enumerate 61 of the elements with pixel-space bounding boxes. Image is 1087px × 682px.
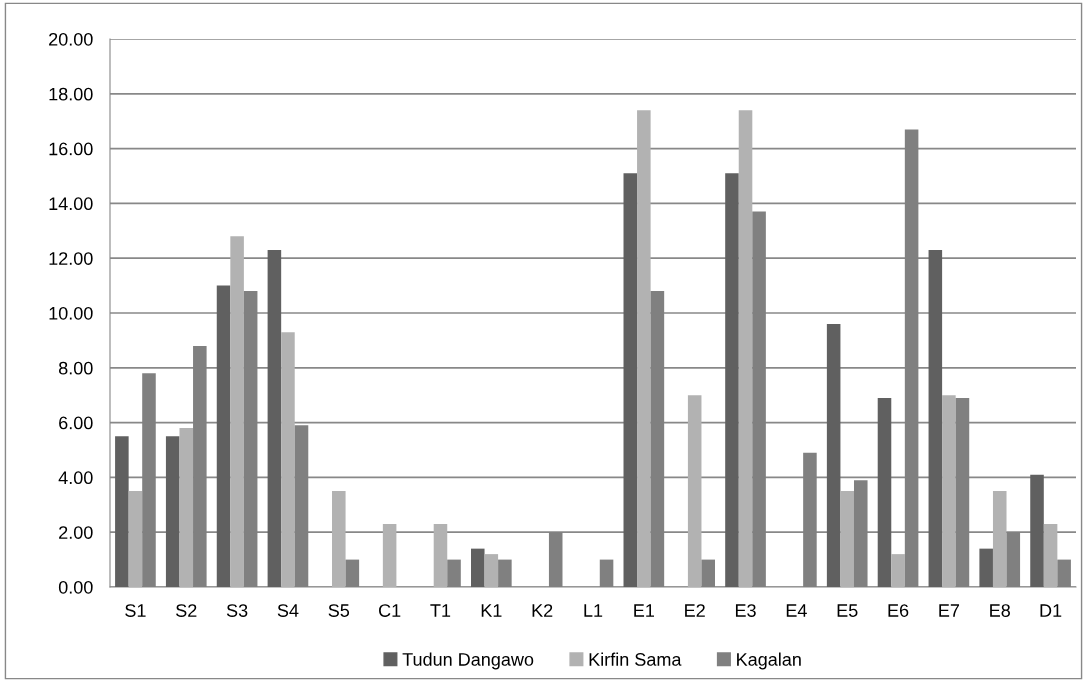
bar [115, 436, 129, 587]
y-tick-label: 8.00 [58, 361, 93, 375]
x-tick-label: E8 [990, 604, 1010, 617]
x-tick-label: S5 [328, 604, 350, 617]
bar [470, 548, 485, 587]
x-tick-label: S1 [125, 604, 146, 617]
bar [382, 523, 397, 587]
bar [216, 285, 231, 587]
bar [891, 554, 905, 587]
x-tick-label: S3 [226, 604, 248, 617]
y-tick-label: 10.00 [49, 306, 93, 320]
x-tick-label: C1 [379, 604, 401, 617]
x-tick-label: E6 [888, 604, 909, 617]
legend-label: Kirfin Sama [589, 652, 682, 666]
bar [877, 397, 892, 587]
y-tick-label: 0.00 [58, 580, 93, 594]
bar [179, 428, 194, 587]
x-tick-label: D1 [1040, 604, 1062, 617]
bar [484, 554, 499, 587]
bar [1043, 523, 1058, 587]
x-tick-label: E7 [939, 604, 960, 617]
x-tick-label: K2 [532, 604, 553, 617]
bar [230, 236, 244, 587]
x-tick-label: S2 [176, 604, 197, 617]
bar [267, 249, 282, 587]
bar [1030, 474, 1044, 587]
bar [128, 491, 143, 587]
y-tick-label: 6.00 [59, 416, 93, 430]
legend-label: Tudun Dangawo [402, 652, 534, 670]
bar [979, 548, 993, 587]
legend-label: Kagalan [737, 652, 801, 670]
bar [332, 491, 346, 587]
y-tick-label: 4.00 [58, 471, 93, 485]
x-tick-label: S4 [277, 604, 299, 617]
x-tick-label: E5 [837, 604, 858, 617]
x-tick-label: K1 [481, 604, 502, 617]
bar [738, 110, 753, 587]
y-tick-label: 18.00 [49, 87, 93, 101]
bar [840, 491, 854, 587]
y-tick-label: 12.00 [49, 252, 93, 265]
bar [623, 173, 638, 587]
x-tick-label: L1 [584, 604, 603, 617]
bar [928, 249, 943, 587]
x-tick-label: E1 [634, 604, 654, 617]
bar [433, 523, 448, 587]
bar [687, 395, 702, 587]
y-tick-label: 2.00 [59, 526, 93, 539]
y-tick-label: 16.00 [49, 142, 93, 156]
y-tick-label: 20.00 [49, 32, 93, 46]
x-tick-label: E4 [786, 604, 807, 617]
bar [165, 436, 180, 587]
x-tick-label: T1 [430, 604, 451, 617]
y-tick-label: 14.00 [49, 197, 93, 211]
bar [942, 395, 956, 587]
bar [281, 332, 295, 587]
bar [637, 110, 651, 587]
x-tick-label: E3 [735, 604, 756, 617]
x-tick-label: E2 [685, 604, 705, 617]
bar [992, 491, 1007, 587]
bar [826, 323, 841, 587]
bar [725, 173, 739, 587]
